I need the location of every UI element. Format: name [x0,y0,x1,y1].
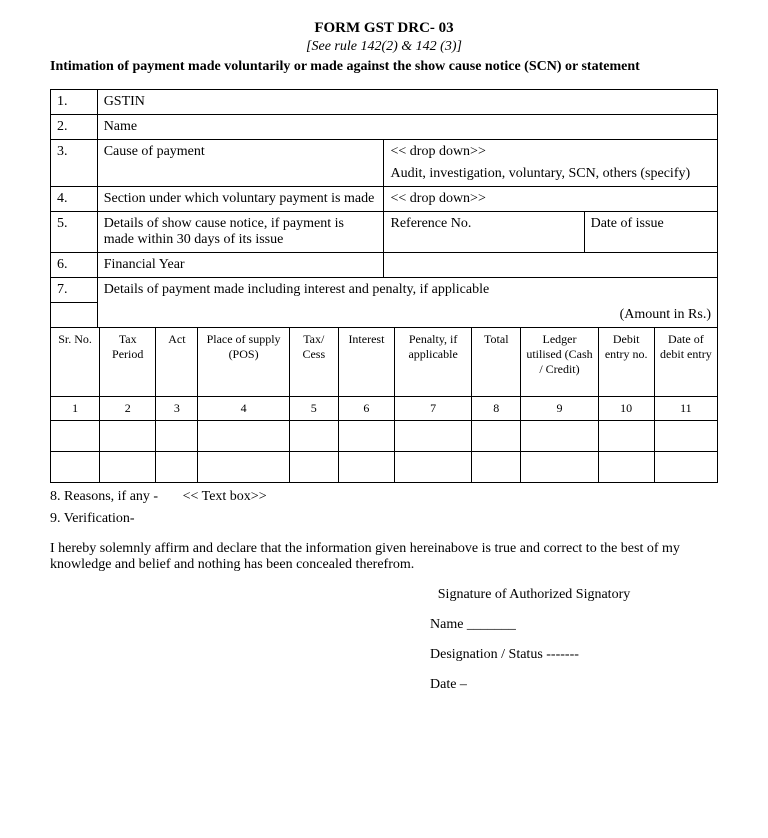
row-5-ref: Reference No. [384,212,584,253]
payment-table: Sr. No. Tax Period Act Place of supply (… [50,327,718,483]
pay-h5: Tax/ Cess [289,327,338,396]
pay-n3: 3 [156,396,198,420]
pay-empty-row-2 [51,451,718,482]
row-5-date: Date of issue [584,212,717,253]
pay-h10: Debit entry no. [598,327,654,396]
pay-empty-row-1 [51,420,718,451]
row-3-value: << drop down>> Audit, investigation, vol… [384,140,718,187]
pay-n10: 10 [598,396,654,420]
pay-h8: Total [472,327,521,396]
signature-label: Signature of Authorized Signatory [350,587,718,603]
pay-h3: Act [156,327,198,396]
pay-n1: 1 [51,396,100,420]
name-field: Name _______ [430,617,718,633]
pay-n7: 7 [395,396,472,420]
reasons-label: 8. Reasons, if any - [50,489,158,504]
form-subtitle: [See rule 142(2) & 142 (3)] [50,39,718,55]
pay-n5: 5 [289,396,338,420]
row-3-num: 3. [51,140,98,187]
form-title: FORM GST DRC- 03 [50,20,718,37]
pay-n6: 6 [338,396,394,420]
affirmation-text: I hereby solemnly affirm and declare tha… [50,541,718,573]
pay-h4: Place of supply (POS) [198,327,289,396]
row-6-value [384,253,718,278]
row-7-label: Details of payment made including intere… [97,278,717,303]
row-6-num: 6. [51,253,98,278]
verification-label: 9. Verification- [50,511,718,527]
row-4-dropdown[interactable]: << drop down>> [384,187,718,212]
pay-h1: Sr. No. [51,327,100,396]
amount-label: (Amount in Rs.) [97,303,717,328]
pay-h7: Penalty, if applicable [395,327,472,396]
pay-h9: Ledger utilised (Cash / Credit) [521,327,598,396]
pay-n11: 11 [654,396,717,420]
main-form-table: 1. GSTIN 2. Name 3. Cause of payment << … [50,89,718,328]
pay-h11: Date of debit entry [654,327,717,396]
pay-n2: 2 [100,396,156,420]
date-field: Date – [430,677,718,693]
row-5-num: 5. [51,212,98,253]
row-4-num: 4. [51,187,98,212]
pay-n4: 4 [198,396,289,420]
row-1-num: 1. [51,90,98,115]
designation-field: Designation / Status ------- [430,647,718,663]
row-7-num: 7. [51,278,98,303]
row-6-label: Financial Year [97,253,384,278]
pay-n9: 9 [521,396,598,420]
pay-n8: 8 [472,396,521,420]
form-intimation: Intimation of payment made voluntarily o… [50,59,718,75]
row-3-label: Cause of payment [97,140,384,187]
row-5-label: Details of show cause notice, if payment… [97,212,384,253]
row-2-label: Name [97,115,717,140]
reasons-hint[interactable]: << Text box>> [183,489,267,504]
row-2-num: 2. [51,115,98,140]
row-3-dropdown[interactable]: << drop down>> [390,144,711,160]
row-3-hint: Audit, investigation, voluntary, SCN, ot… [390,166,711,182]
pay-h2: Tax Period [100,327,156,396]
pay-h6: Interest [338,327,394,396]
row-1-label: GSTIN [97,90,717,115]
row-4-label: Section under which voluntary payment is… [97,187,384,212]
